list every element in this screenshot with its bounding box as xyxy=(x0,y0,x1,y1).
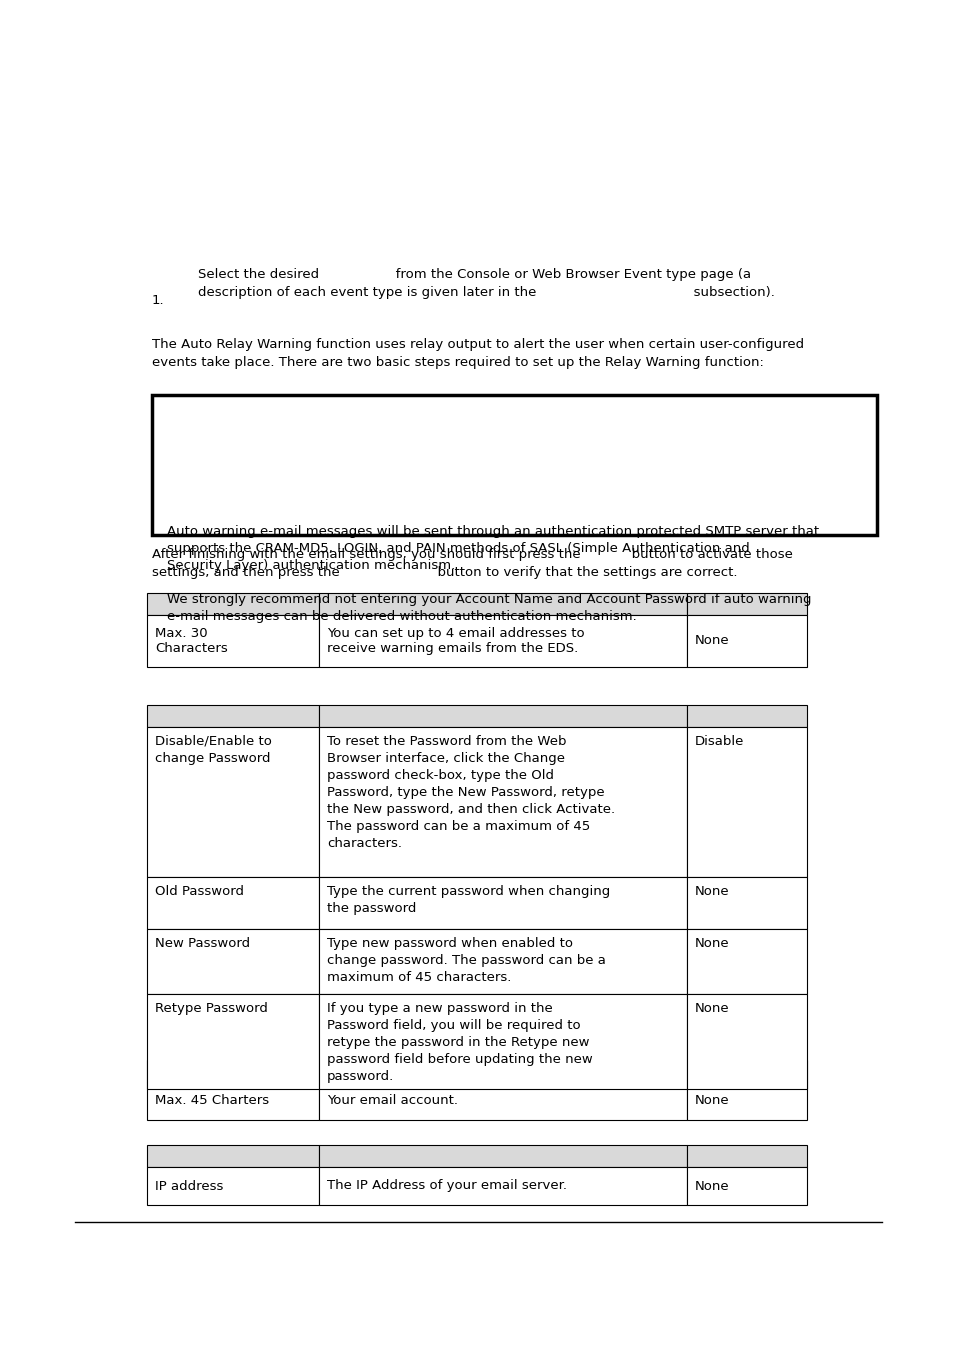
Bar xyxy=(147,705,318,728)
Bar xyxy=(318,593,686,616)
Text: New Password: New Password xyxy=(154,937,250,950)
Bar xyxy=(147,616,318,667)
Bar xyxy=(318,1060,686,1081)
Text: None: None xyxy=(695,886,729,898)
Bar xyxy=(147,728,318,878)
Bar xyxy=(147,593,318,616)
Bar xyxy=(147,1166,318,1206)
Bar xyxy=(318,728,686,878)
Bar xyxy=(318,1166,686,1206)
Text: Your email account.: Your email account. xyxy=(327,1095,457,1107)
Bar xyxy=(318,705,686,728)
Bar xyxy=(147,1081,318,1120)
Bar xyxy=(686,593,806,616)
Text: None: None xyxy=(695,1095,729,1107)
Bar xyxy=(152,396,876,535)
Text: The IP Address of your email server.: The IP Address of your email server. xyxy=(327,1180,566,1192)
Text: The Auto Relay Warning function uses relay output to alert the user when certain: The Auto Relay Warning function uses rel… xyxy=(152,338,803,351)
Text: supports the CRAM-MD5, LOGIN, and PAIN methods of SASL (Simple Authentication an: supports the CRAM-MD5, LOGIN, and PAIN m… xyxy=(167,541,749,555)
Text: Disable/Enable to
change Password: Disable/Enable to change Password xyxy=(154,734,272,765)
Text: To reset the Password from the Web
Browser interface, click the Change
password : To reset the Password from the Web Brows… xyxy=(327,734,615,850)
Bar xyxy=(686,994,806,1089)
Bar xyxy=(318,616,686,667)
Text: You can set up to 4 email addresses to
receive warning emails from the EDS.: You can set up to 4 email addresses to r… xyxy=(327,626,584,655)
Text: settings, and then press the                       button to verify that the set: settings, and then press the button to v… xyxy=(152,566,737,579)
Bar xyxy=(147,878,318,929)
Bar xyxy=(686,1166,806,1206)
Text: Old Password: Old Password xyxy=(154,886,244,898)
Text: Type new password when enabled to
change password. The password can be a
maximum: Type new password when enabled to change… xyxy=(327,937,605,984)
Text: None: None xyxy=(695,634,729,648)
Text: 1.: 1. xyxy=(152,294,165,306)
Text: Security Layer) authentication mechanism.: Security Layer) authentication mechanism… xyxy=(167,559,455,572)
Bar xyxy=(147,929,318,994)
Bar xyxy=(147,994,318,1089)
Bar xyxy=(318,1081,686,1120)
Text: Disable: Disable xyxy=(695,734,743,748)
Bar xyxy=(686,929,806,994)
Text: Retype Password: Retype Password xyxy=(154,1002,268,1015)
Text: None: None xyxy=(695,1180,729,1192)
Text: Max. 30
Characters: Max. 30 Characters xyxy=(154,626,228,655)
Bar xyxy=(686,1060,806,1081)
Text: events take place. There are two basic steps required to set up the Relay Warnin: events take place. There are two basic s… xyxy=(152,356,763,369)
Text: IP address: IP address xyxy=(154,1180,223,1192)
Bar xyxy=(686,1081,806,1120)
Text: After finishing with the email settings, you should first press the            b: After finishing with the email settings,… xyxy=(152,548,792,562)
Text: We strongly recommend not entering your Account Name and Account Password if aut: We strongly recommend not entering your … xyxy=(167,593,811,606)
Bar xyxy=(686,705,806,728)
Bar xyxy=(147,1145,318,1166)
Bar xyxy=(686,616,806,667)
Text: description of each event type is given later in the                            : description of each event type is given … xyxy=(198,286,774,298)
Bar xyxy=(318,929,686,994)
Bar xyxy=(686,728,806,878)
Bar xyxy=(686,1145,806,1166)
Text: Max. 45 Charters: Max. 45 Charters xyxy=(154,1095,269,1107)
Bar xyxy=(686,878,806,929)
Bar xyxy=(318,994,686,1089)
Bar xyxy=(318,878,686,929)
Bar xyxy=(318,1145,686,1166)
Bar xyxy=(147,1060,318,1081)
Text: If you type a new password in the
Password field, you will be required to
retype: If you type a new password in the Passwo… xyxy=(327,1002,592,1083)
Text: None: None xyxy=(695,937,729,950)
Text: e-mail messages can be delivered without authentication mechanism.: e-mail messages can be delivered without… xyxy=(167,610,636,622)
Text: Auto warning e-mail messages will be sent through an authentication protected SM: Auto warning e-mail messages will be sen… xyxy=(167,525,819,539)
Text: Type the current password when changing
the password: Type the current password when changing … xyxy=(327,886,610,915)
Text: None: None xyxy=(695,1002,729,1015)
Text: Select the desired                  from the Console or Web Browser Event type p: Select the desired from the Console or W… xyxy=(198,269,750,281)
